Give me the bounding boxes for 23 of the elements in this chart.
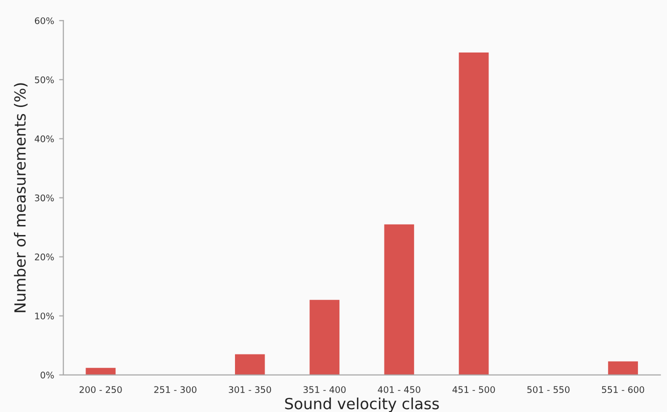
x-tick-label: 451 - 500 — [452, 386, 495, 394]
bar — [458, 52, 489, 375]
x-tick-label: 351 - 400 — [303, 386, 346, 394]
y-tick-label: 50% — [34, 76, 54, 84]
y-tick-label: 20% — [34, 254, 54, 260]
x-axis-title: Sound velocity class — [285, 398, 439, 412]
y-tick-label: 60% — [34, 17, 54, 24]
x-tick-label: 551 - 600 — [602, 386, 644, 394]
x-tick-label: 501 - 550 — [527, 386, 570, 394]
y-tick-label: 40% — [34, 135, 54, 142]
y-tick-label: 30% — [34, 194, 54, 202]
bar — [384, 224, 414, 375]
y-tick-label: 0% — [40, 372, 54, 378]
x-tick-label: 401 - 450 — [378, 386, 420, 394]
y-tick-label: 10% — [35, 312, 54, 320]
bar — [608, 361, 638, 375]
x-tick-label: 301 - 350 — [228, 386, 272, 394]
bar — [234, 354, 265, 375]
y-axis-title: Number of measurements (%) — [14, 83, 28, 312]
x-tick-label: 251 - 300 — [154, 386, 196, 394]
x-tick-label: 200 - 250 — [80, 386, 122, 394]
bar — [86, 368, 116, 375]
bar — [310, 300, 340, 375]
